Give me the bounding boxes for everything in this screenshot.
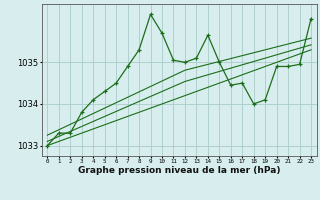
X-axis label: Graphe pression niveau de la mer (hPa): Graphe pression niveau de la mer (hPa) [78,166,280,175]
